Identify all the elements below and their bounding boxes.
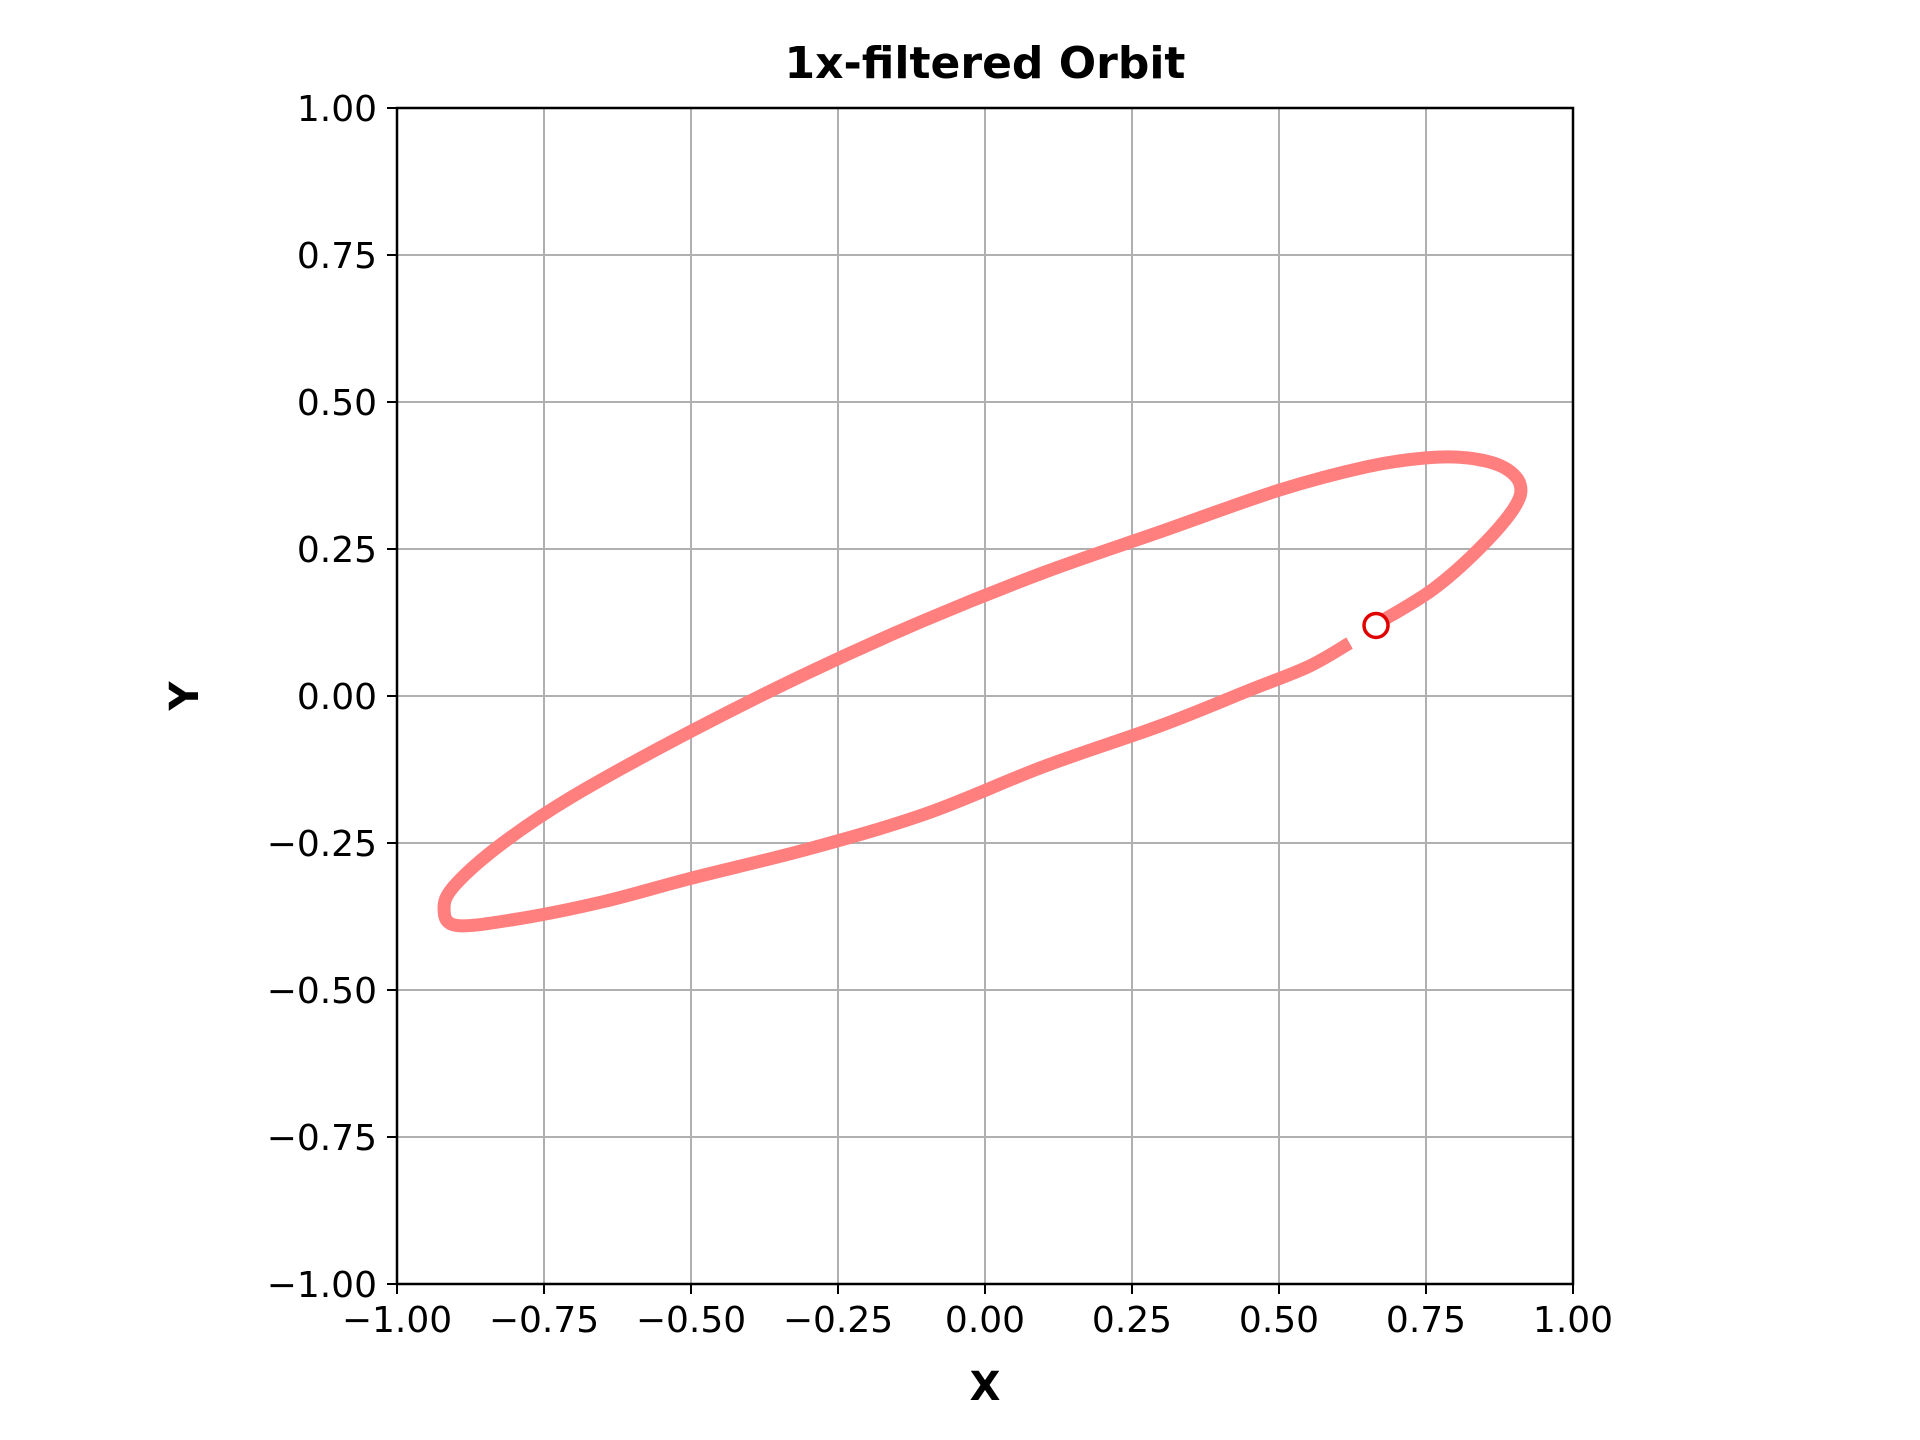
x-tick-label: −1.00 xyxy=(342,1300,452,1341)
y-tick-label: −0.50 xyxy=(267,971,377,1012)
plot-area xyxy=(437,450,1528,933)
y-axis-ticks: −1.00 −0.75 −0.50 −0.25 0.00 0.25 0.50 0.75 1.00 xyxy=(267,89,397,1306)
orbit-marker xyxy=(1362,611,1390,640)
orbit-line xyxy=(437,450,1528,933)
x-tick-label: 0.75 xyxy=(1386,1300,1466,1341)
y-tick-label: 0.00 xyxy=(297,677,377,718)
x-tick-label: −0.50 xyxy=(636,1300,746,1341)
y-tick-label: 0.75 xyxy=(297,236,377,277)
x-tick-label: 0.00 xyxy=(945,1300,1025,1341)
y-axis-label: Y xyxy=(162,680,208,711)
y-tick-label: 1.00 xyxy=(297,89,377,130)
y-tick-label: −0.25 xyxy=(267,824,377,865)
x-tick-label: 1.00 xyxy=(1533,1300,1613,1341)
x-axis-ticks: −1.00 −0.75 −0.50 −0.25 0.00 0.25 0.50 0.75 1.00 xyxy=(342,1284,1613,1341)
x-axis-label: X xyxy=(970,1364,1001,1410)
y-tick-label: −1.00 xyxy=(267,1265,377,1306)
x-tick-label: −0.25 xyxy=(783,1300,893,1341)
y-tick-label: −0.75 xyxy=(267,1118,377,1159)
y-tick-label: 0.50 xyxy=(297,383,377,424)
x-tick-label: −0.75 xyxy=(489,1300,599,1341)
x-tick-label: 0.50 xyxy=(1239,1300,1319,1341)
chart-title: 1x-filtered Orbit xyxy=(785,38,1186,89)
y-tick-label: 0.25 xyxy=(297,530,377,571)
grid xyxy=(396,107,1574,1285)
x-tick-label: 0.25 xyxy=(1092,1300,1172,1341)
